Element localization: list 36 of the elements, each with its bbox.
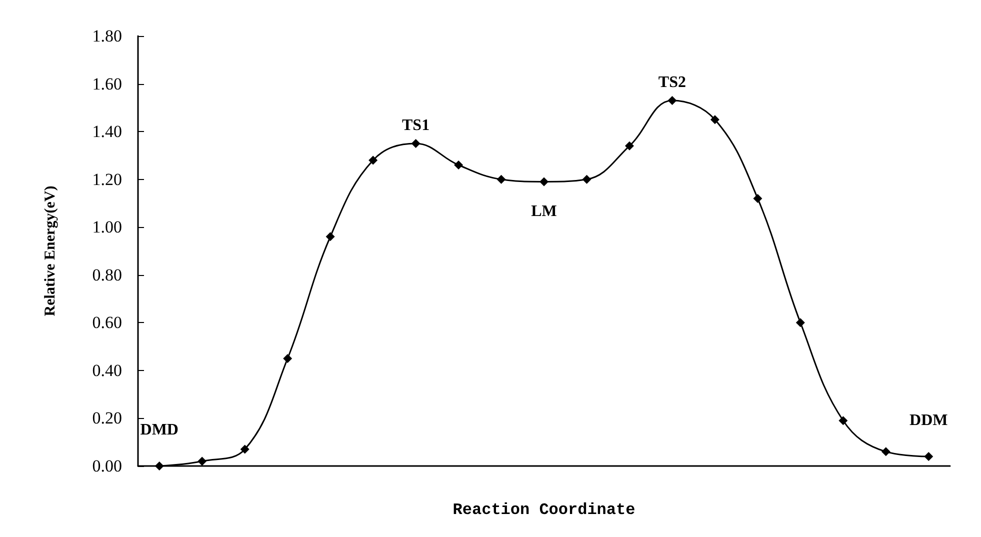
point (454, 160, 464, 170)
point (582, 174, 592, 184)
y-tick-label: 1.40 (92, 122, 122, 142)
point (624, 141, 634, 150)
y-axis-title: Relative Energy(eV) (42, 186, 58, 316)
x-axis-title: Reaction Coordinate (452, 501, 636, 519)
point (283, 354, 292, 363)
y-tick-label: 0.60 (92, 313, 122, 332)
y-tick-label: 1.20 (92, 170, 122, 189)
point (240, 444, 250, 454)
point (838, 416, 848, 426)
y-tick-label: 0.80 (92, 265, 122, 284)
point (198, 456, 207, 466)
point (924, 452, 934, 461)
point (154, 462, 164, 470)
point (710, 115, 720, 124)
annotation: DMD (140, 422, 178, 438)
point (540, 177, 548, 186)
y-tick-label: 0.00 (92, 456, 122, 476)
annotation: TS2 (658, 74, 686, 91)
point (496, 174, 506, 184)
annotation: DDM (910, 412, 948, 429)
y-tick-label: 1.80 (92, 26, 122, 46)
point (411, 139, 420, 148)
y-tick-label: 0.20 (92, 408, 122, 428)
point (368, 156, 378, 165)
y-tick-label: 1.60 (92, 74, 122, 94)
point (881, 447, 890, 456)
point (668, 96, 677, 105)
point (326, 232, 335, 242)
point (753, 194, 762, 203)
y-tick-label: 1.00 (92, 218, 122, 237)
y-tick-label: 0.40 (92, 360, 122, 380)
annotation: LM (531, 203, 557, 220)
annotation: TS1 (402, 117, 430, 134)
point (796, 318, 805, 328)
